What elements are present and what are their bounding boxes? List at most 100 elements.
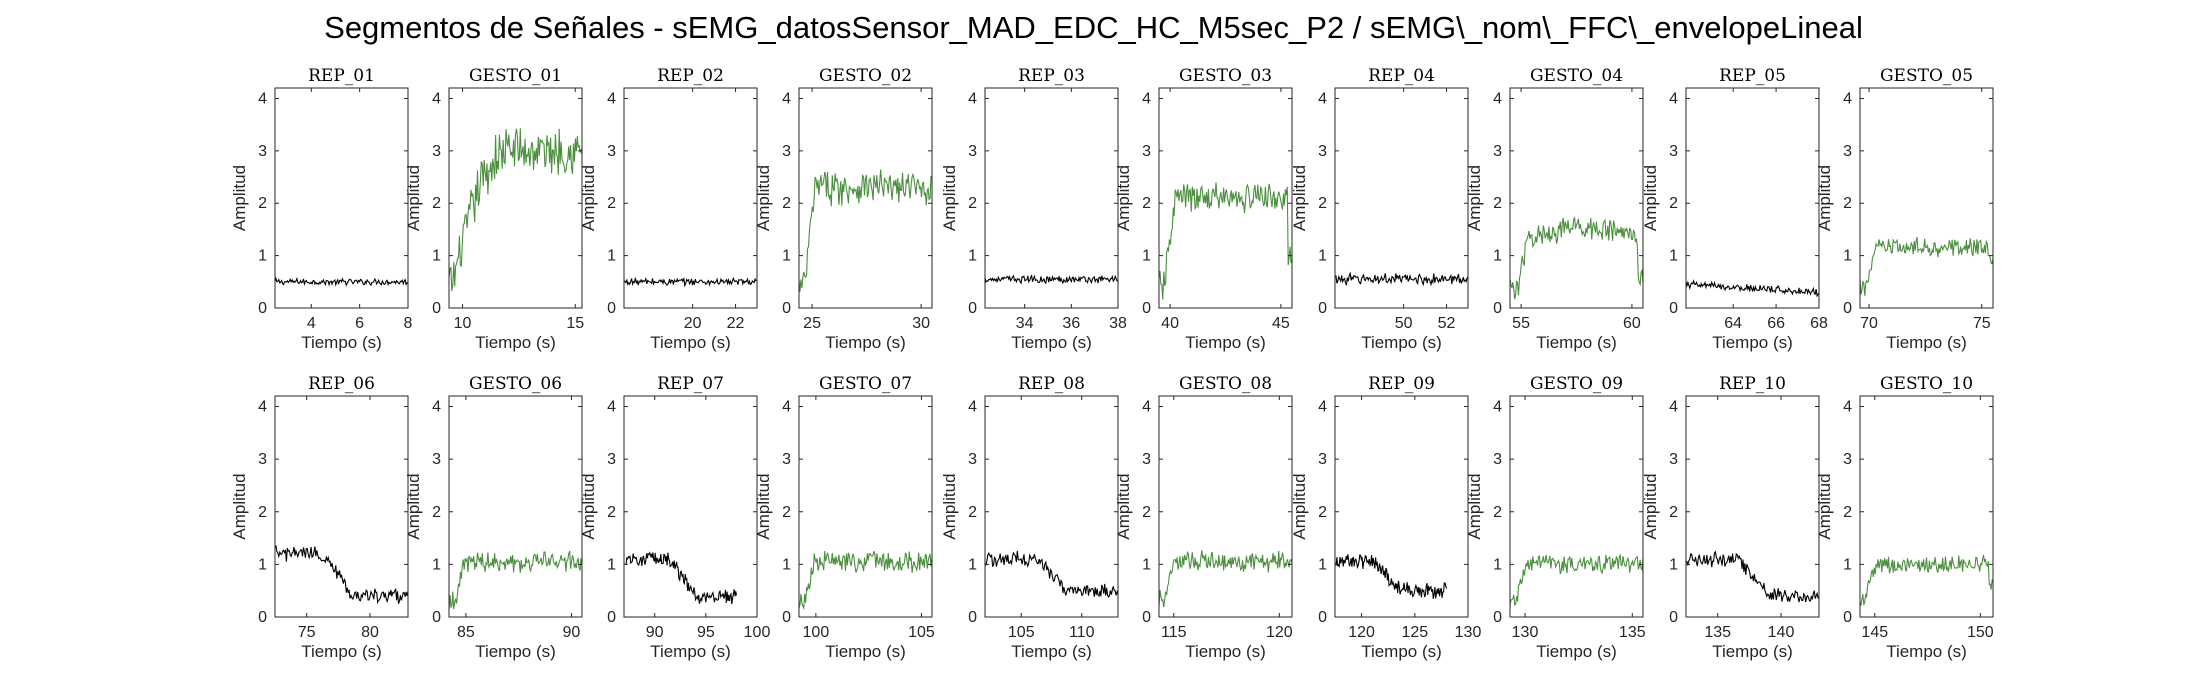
y-tick-label: 2 bbox=[1669, 195, 1678, 212]
axes-box bbox=[623, 395, 758, 618]
series-line bbox=[1510, 216, 1643, 300]
subplot-title: GESTO_03 bbox=[1179, 66, 1272, 86]
x-tick-label: 135 bbox=[1704, 624, 1731, 641]
y-tick-label: 0 bbox=[607, 609, 616, 626]
y-tick-label: 4 bbox=[607, 90, 616, 107]
x-tick-label: 80 bbox=[361, 624, 379, 641]
y-tick-label: 3 bbox=[607, 451, 616, 468]
x-axis-label: Tiempo (s) bbox=[825, 642, 906, 661]
subplot-title: REP_09 bbox=[1368, 374, 1435, 394]
subplot-title: REP_06 bbox=[308, 374, 375, 394]
x-axis-label: Tiempo (s) bbox=[1361, 333, 1442, 352]
x-tick-label: 64 bbox=[1724, 315, 1742, 332]
y-axis-label: Amplitud bbox=[230, 473, 249, 539]
x-axis-label: Tiempo (s) bbox=[1011, 642, 1092, 661]
x-tick-label: 50 bbox=[1395, 315, 1413, 332]
y-tick-label: 2 bbox=[782, 195, 791, 212]
x-tick-label: 120 bbox=[1348, 624, 1375, 641]
axes-box bbox=[448, 87, 583, 309]
series-line bbox=[625, 551, 738, 605]
series-line bbox=[1335, 271, 1468, 287]
x-tick-label: 10 bbox=[454, 315, 472, 332]
x-axis-label: Tiempo (s) bbox=[825, 333, 906, 352]
subplot-gesto-10: 0 1 2 3 4 145 150 GESTO_10 Tiempo (s) Amplitud bbox=[1815, 374, 1994, 661]
y-tick-label: 1 bbox=[432, 556, 441, 573]
y-tick-label: 2 bbox=[1318, 195, 1327, 212]
series-line bbox=[275, 544, 408, 605]
subplot-rep-06: 0 1 2 3 4 75 80 REP_06 Tiempo (s) Amplitud bbox=[230, 374, 409, 661]
x-axis-label: Tiempo (s) bbox=[1361, 642, 1442, 661]
y-axis-label: Amplitud bbox=[230, 165, 249, 231]
series-line bbox=[1686, 550, 1819, 603]
subplot-title: GESTO_08 bbox=[1179, 374, 1272, 394]
y-tick-label: 0 bbox=[258, 609, 267, 626]
y-tick-label: 0 bbox=[1843, 300, 1852, 317]
subplot-title: REP_02 bbox=[657, 66, 724, 86]
y-tick-label: 1 bbox=[607, 556, 616, 573]
series-line bbox=[1860, 554, 1993, 606]
subplot-rep-09: 0 1 2 3 4 120 125 130 REP_09 Tiempo (s) Amplitud bbox=[1290, 374, 1481, 661]
y-tick-label: 1 bbox=[1142, 248, 1151, 265]
y-tick-label: 4 bbox=[782, 399, 791, 416]
y-tick-label: 1 bbox=[1669, 248, 1678, 265]
subplot-gesto-05: 0 1 2 3 4 70 75 GESTO_05 Tiempo (s) Amplitud bbox=[1815, 66, 1994, 352]
subplot-title: REP_10 bbox=[1719, 374, 1786, 394]
y-tick-label: 3 bbox=[1142, 451, 1151, 468]
y-tick-label: 2 bbox=[432, 195, 441, 212]
y-axis-label: Amplitud bbox=[1641, 473, 1660, 539]
x-tick-label: 115 bbox=[1161, 624, 1187, 641]
x-tick-label: 30 bbox=[912, 315, 930, 332]
y-axis-label: Amplitud bbox=[1290, 165, 1309, 231]
y-tick-label: 4 bbox=[1843, 399, 1852, 416]
series-line bbox=[985, 550, 1118, 599]
x-tick-label: 55 bbox=[1512, 315, 1530, 332]
axes-box bbox=[1334, 87, 1469, 309]
axes-box bbox=[1509, 87, 1644, 309]
y-axis-label: Amplitud bbox=[1641, 165, 1660, 231]
y-tick-label: 1 bbox=[1843, 556, 1852, 573]
y-axis-label: Amplitud bbox=[404, 473, 423, 539]
y-tick-label: 1 bbox=[607, 248, 616, 265]
y-tick-label: 1 bbox=[1318, 248, 1327, 265]
y-tick-label: 1 bbox=[1669, 556, 1678, 573]
y-tick-label: 4 bbox=[1843, 90, 1852, 107]
y-axis-label: Amplitud bbox=[1114, 473, 1133, 539]
x-axis-label: Tiempo (s) bbox=[650, 642, 731, 661]
y-tick-label: 1 bbox=[968, 248, 977, 265]
axes-box bbox=[274, 395, 409, 618]
x-axis-label: Tiempo (s) bbox=[301, 642, 382, 661]
y-tick-label: 4 bbox=[968, 90, 977, 107]
series-line bbox=[1335, 554, 1448, 599]
y-tick-label: 4 bbox=[1318, 90, 1327, 107]
subplot-title: REP_03 bbox=[1018, 66, 1085, 86]
series-line bbox=[799, 169, 932, 292]
x-tick-label: 85 bbox=[457, 624, 475, 641]
y-tick-label: 1 bbox=[1493, 248, 1502, 265]
y-tick-label: 1 bbox=[968, 556, 977, 573]
axes-box bbox=[1158, 87, 1293, 309]
y-tick-label: 0 bbox=[1669, 609, 1678, 626]
subplot-title: GESTO_07 bbox=[819, 374, 912, 394]
y-tick-label: 0 bbox=[1318, 300, 1327, 317]
axes-box bbox=[1859, 87, 1994, 309]
y-tick-label: 3 bbox=[1493, 143, 1502, 160]
x-tick-label: 45 bbox=[1272, 315, 1290, 332]
y-tick-label: 3 bbox=[782, 143, 791, 160]
x-tick-label: 140 bbox=[1768, 624, 1795, 641]
x-tick-label: 36 bbox=[1062, 315, 1080, 332]
y-tick-label: 2 bbox=[258, 195, 267, 212]
subplot-title: REP_08 bbox=[1018, 374, 1085, 394]
y-tick-label: 3 bbox=[1669, 143, 1678, 160]
y-tick-label: 3 bbox=[782, 451, 791, 468]
subplot-title: GESTO_01 bbox=[469, 66, 562, 86]
x-tick-label: 90 bbox=[563, 624, 581, 641]
subplot-rep-10: 0 1 2 3 4 135 140 REP_10 Tiempo (s) Amplitud bbox=[1641, 374, 1820, 661]
y-axis-label: Amplitud bbox=[1465, 473, 1484, 539]
y-tick-label: 2 bbox=[1493, 195, 1502, 212]
y-axis-label: Amplitud bbox=[1290, 473, 1309, 539]
axes-box bbox=[1685, 87, 1820, 309]
x-tick-label: 100 bbox=[803, 624, 830, 641]
axes-box bbox=[984, 395, 1119, 618]
y-axis-label: Amplitud bbox=[1114, 165, 1133, 231]
x-tick-label: 22 bbox=[727, 315, 745, 332]
